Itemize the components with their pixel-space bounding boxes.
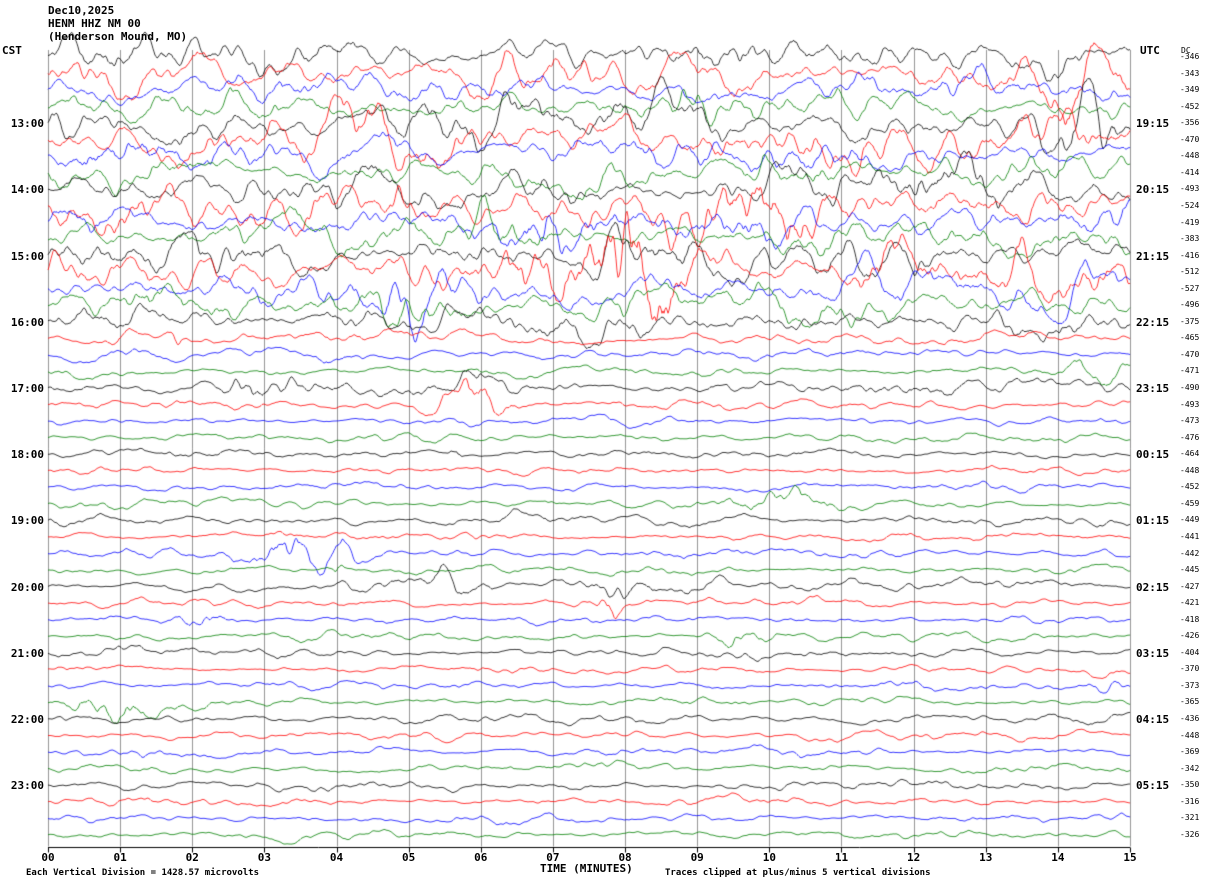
dc-value-label: -470: [1180, 134, 1200, 144]
dc-value-label: -414: [1180, 167, 1200, 177]
dc-value-label: -471: [1180, 366, 1200, 376]
cst-hour-label: 14:00: [10, 183, 44, 197]
utc-hour-label: 22:15: [1136, 315, 1170, 329]
minute-label: 00: [41, 851, 55, 864]
minute-label: 05: [402, 851, 416, 864]
dc-value-label: -448: [1180, 730, 1200, 740]
minute-label: 01: [113, 851, 127, 864]
cst-hour-label: 18:00: [10, 448, 44, 462]
dc-value-label: -465: [1180, 333, 1200, 343]
scale-note: Each Vertical Division = 1428.57 microvo…: [26, 868, 259, 878]
dc-value-label: -370: [1180, 664, 1200, 674]
minute-label: 10: [762, 851, 776, 864]
minute-label: 13: [979, 851, 993, 864]
dc-value-label: -416: [1180, 250, 1200, 260]
dc-value-label: -346: [1180, 52, 1200, 61]
dc-value-label: -452: [1180, 101, 1200, 111]
dc-value-label: -441: [1180, 531, 1200, 541]
cst-hour-label: 17:00: [10, 382, 44, 395]
cst-hour-label: 13:00: [10, 117, 44, 131]
minute-label: 14: [1051, 851, 1065, 864]
utc-hour-label: 02:15: [1136, 580, 1170, 594]
minute-label: 08: [618, 851, 632, 864]
dc-value-label: -349: [1180, 85, 1200, 95]
dc-value-label: -418: [1180, 614, 1200, 624]
date-label: Dec10,2025: [48, 4, 115, 17]
dc-value-label: -493: [1180, 184, 1200, 194]
utc-timezone-label: UTC: [1140, 44, 1160, 57]
dc-value-label: -426: [1180, 631, 1200, 641]
minute-label: 12: [906, 851, 921, 864]
dc-value-label: -419: [1180, 217, 1200, 227]
dc-value-label: -375: [1180, 316, 1200, 326]
cst-hour-label: 20:00: [10, 580, 44, 594]
minute-label: 04: [329, 851, 344, 864]
station-label: HENM HHZ NM 00: [48, 17, 141, 30]
minute-label: 09: [690, 851, 704, 864]
minute-label: 03: [257, 851, 272, 864]
dc-value-label: -383: [1180, 234, 1200, 244]
dc-header-label: DC: [1181, 46, 1191, 55]
dc-value-label: -436: [1180, 714, 1200, 723]
minute-label: 11: [834, 851, 849, 864]
dc-value-label: -365: [1180, 697, 1200, 707]
dc-value-label: -373: [1180, 680, 1200, 690]
utc-hour-label: 20:15: [1136, 183, 1170, 197]
dc-value-label: -464: [1180, 449, 1200, 459]
dc-value-label: -496: [1180, 300, 1200, 310]
dc-value-label: -442: [1180, 548, 1200, 558]
minute-label: 15: [1123, 851, 1137, 864]
dc-value-label: -470: [1180, 349, 1200, 359]
minute-label: 06: [474, 851, 488, 864]
dc-value-label: -493: [1180, 399, 1200, 409]
dc-value-label: -512: [1180, 267, 1200, 277]
utc-hour-label: 05:15: [1136, 779, 1170, 793]
minute-label: 07: [546, 851, 560, 864]
dc-value-label: -449: [1180, 515, 1200, 525]
cst-hour-label: 23:00: [10, 779, 44, 793]
utc-hour-label: 03:15: [1136, 646, 1170, 660]
clip-note: Traces clipped at plus/minus 5 vertical …: [665, 868, 931, 878]
dc-value-label: -356: [1180, 118, 1200, 128]
dc-value-label: -448: [1180, 465, 1200, 475]
dc-value-label: -452: [1180, 482, 1200, 492]
dc-value-label: -326: [1180, 829, 1200, 839]
dc-value-label: -369: [1180, 747, 1200, 757]
minute-label: 02: [185, 851, 199, 864]
utc-hour-label: 23:15: [1136, 382, 1170, 395]
dc-value-label: -343: [1180, 68, 1200, 78]
dc-value-label: -321: [1180, 813, 1200, 823]
utc-hour-label: 04:15: [1136, 713, 1170, 726]
utc-hour-label: 21:15: [1136, 249, 1170, 263]
dc-value-label: -350: [1180, 780, 1200, 790]
dc-value-label: -421: [1180, 598, 1200, 608]
cst-timezone-label: CST: [2, 44, 22, 57]
dc-value-label: -527: [1180, 283, 1200, 293]
dc-value-label: -448: [1180, 151, 1200, 161]
x-axis-title: TIME (MINUTES): [540, 862, 633, 875]
dc-value-label: -342: [1180, 763, 1200, 773]
cst-hour-label: 16:00: [10, 315, 44, 329]
dc-value-label: -459: [1180, 498, 1200, 508]
dc-value-label: -476: [1180, 432, 1200, 442]
dc-value-label: -490: [1180, 383, 1200, 392]
dc-value-label: -316: [1180, 796, 1200, 806]
cst-hour-label: 19:00: [10, 514, 44, 528]
dc-value-label: -473: [1180, 416, 1200, 426]
utc-hour-label: 01:15: [1136, 514, 1170, 528]
utc-hour-label: 00:15: [1136, 448, 1170, 462]
dc-value-label: -427: [1180, 581, 1200, 591]
location-label: (Henderson Mound, MO): [48, 30, 188, 43]
dc-value-label: -524: [1180, 200, 1200, 210]
dc-value-label: -404: [1180, 647, 1200, 657]
cst-hour-label: 15:00: [10, 249, 44, 263]
dc-value-label: -445: [1180, 565, 1200, 575]
utc-hour-label: 19:15: [1136, 117, 1170, 131]
cst-hour-label: 21:00: [10, 646, 44, 660]
cst-hour-label: 22:00: [10, 713, 44, 726]
